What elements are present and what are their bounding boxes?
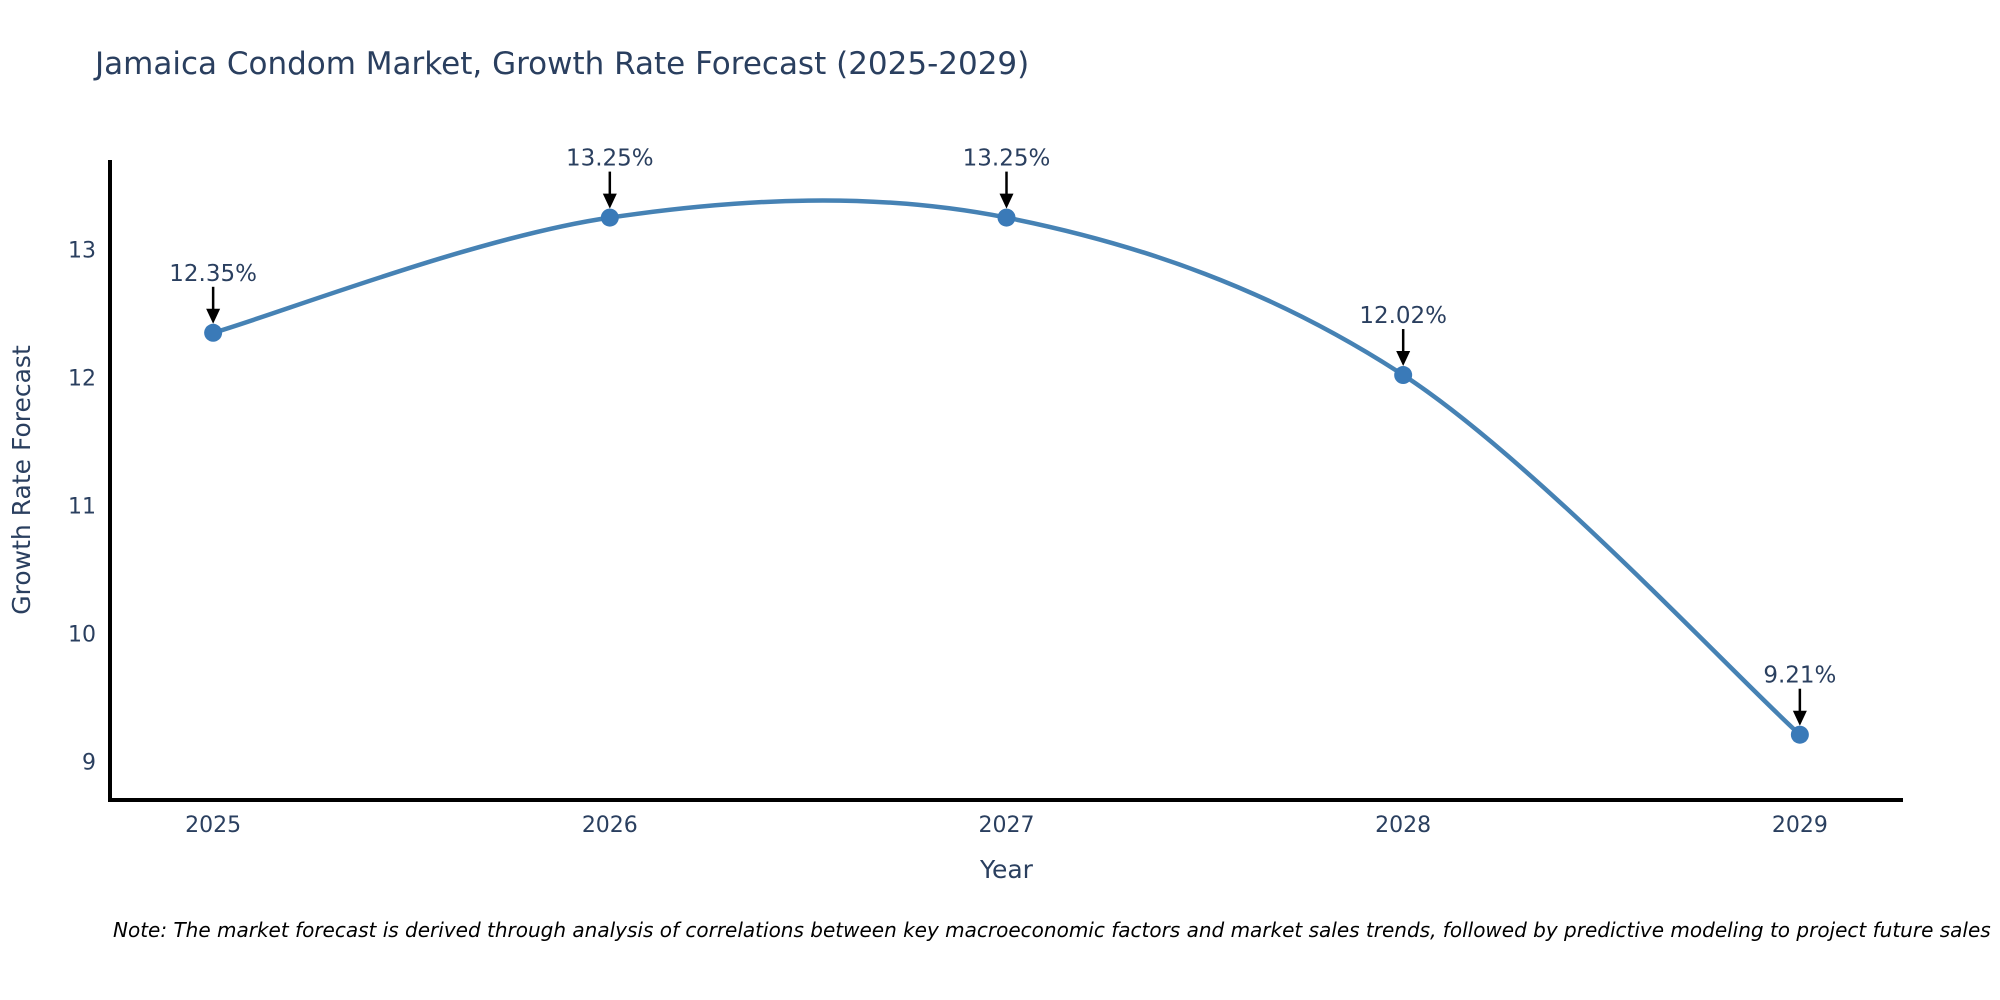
y-tick-label: 12	[68, 367, 96, 392]
data-point-marker[interactable]	[997, 208, 1016, 227]
y-tick-label: 10	[68, 623, 96, 648]
annotation-arrowhead	[1792, 710, 1807, 726]
x-tick-label: 2025	[185, 813, 241, 838]
x-tick-label: 2027	[979, 813, 1035, 838]
data-point-marker[interactable]	[1394, 366, 1413, 385]
annotation-label: 9.21%	[1763, 663, 1836, 689]
y-tick-label: 9	[82, 751, 96, 776]
x-tick-label: 2028	[1375, 813, 1431, 838]
x-tick-label: 2026	[582, 813, 638, 838]
series-line	[210, 198, 1803, 737]
footnote: Note: The market forecast is derived thr…	[113, 918, 1991, 942]
data-point-marker[interactable]	[600, 208, 619, 227]
data-point-marker[interactable]	[1790, 725, 1809, 744]
data-point-marker[interactable]	[204, 323, 223, 342]
y-axis-title: Growth Rate Forecast	[7, 345, 36, 615]
x-axis-title: Year	[979, 855, 1034, 884]
y-tick-label: 13	[68, 239, 96, 264]
chart-title: Jamaica Condom Market, Growth Rate Forec…	[95, 46, 1030, 82]
annotation-label: 13.25%	[566, 146, 654, 172]
annotation-arrowhead	[999, 193, 1014, 209]
x-tick-label: 2029	[1772, 813, 1828, 838]
annotation-arrowhead	[1396, 351, 1411, 367]
annotation-label: 13.25%	[963, 146, 1051, 172]
annotation-arrowhead	[602, 193, 617, 209]
annotation-label: 12.35%	[169, 261, 257, 287]
annotation-label: 12.02%	[1359, 303, 1447, 329]
y-tick-label: 11	[68, 495, 96, 520]
annotation-arrowhead	[206, 308, 221, 324]
